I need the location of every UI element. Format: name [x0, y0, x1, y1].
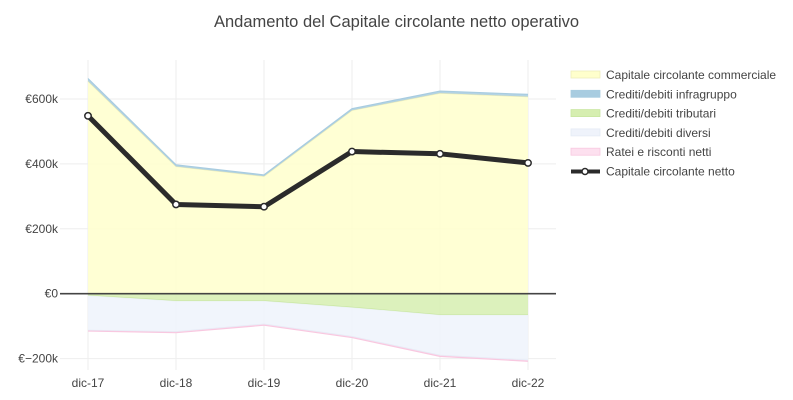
legend-label: Capitale circolante netto: [606, 165, 735, 179]
legend: Capitale circolante commerciale Crediti/d…: [570, 68, 776, 179]
legend-label: Ratei e risconti netti: [606, 145, 711, 159]
data-point: [436, 149, 444, 158]
y-tick-label: €−200k: [18, 352, 59, 366]
y-tick-label: €400k: [25, 157, 59, 171]
data-point: [84, 111, 92, 120]
area-crediti-debiti-diversi: [88, 295, 528, 361]
x-tick-label: dic-21: [424, 376, 457, 390]
area-edge-capitale-circolante-commerciale: [87, 80, 529, 177]
area-crediti-debiti-tributari: [88, 293, 528, 315]
chart-title: Andamento del Capitale circolante netto …: [213, 13, 580, 31]
x-tick-label: dic-18: [160, 376, 193, 390]
area-crediti-debiti-infragruppo: [88, 78, 528, 177]
x-tick-label: dic-20: [336, 376, 369, 390]
data-point: [260, 202, 268, 211]
legend-label: Capitale circolante commerciale: [606, 68, 776, 82]
legend-swatch: [570, 147, 601, 156]
y-tick-label: €600k: [25, 92, 59, 106]
legend-swatch: [570, 70, 601, 79]
x-tick-label: dic-17: [72, 376, 105, 390]
area-ratei-e-risconti-netti: [88, 324, 528, 362]
legend-swatch: [570, 89, 601, 98]
legend-swatch-marker: [581, 167, 589, 176]
legend-swatch: [570, 128, 601, 137]
area-edge-crediti-debiti-tributari: [87, 294, 528, 316]
legend-swatch: [570, 109, 601, 117]
area-series-group: [87, 78, 529, 362]
area-edge-crediti-debiti-diversi: [87, 323, 529, 361]
y-tick-label: €200k: [25, 222, 59, 236]
data-point: [348, 147, 356, 156]
area-edge-crediti-debiti-infragruppo: [87, 78, 529, 176]
x-tick-label: dic-22: [512, 376, 545, 390]
x-tick-label: dic-19: [248, 376, 281, 390]
legend-label: Crediti/debiti infragruppo: [606, 87, 737, 101]
data-point: [524, 158, 532, 167]
area-capitale-circolante-commerciale: [88, 81, 528, 294]
data-point: [172, 200, 180, 209]
legend-label: Crediti/debiti diversi: [606, 126, 711, 140]
legend-label: Crediti/debiti tributari: [606, 107, 716, 121]
y-tick-label: €0: [45, 287, 59, 301]
area-edge-ratei-e-risconti-netti: [87, 324, 529, 362]
line-capitale-circolante-netto: [86, 114, 529, 210]
